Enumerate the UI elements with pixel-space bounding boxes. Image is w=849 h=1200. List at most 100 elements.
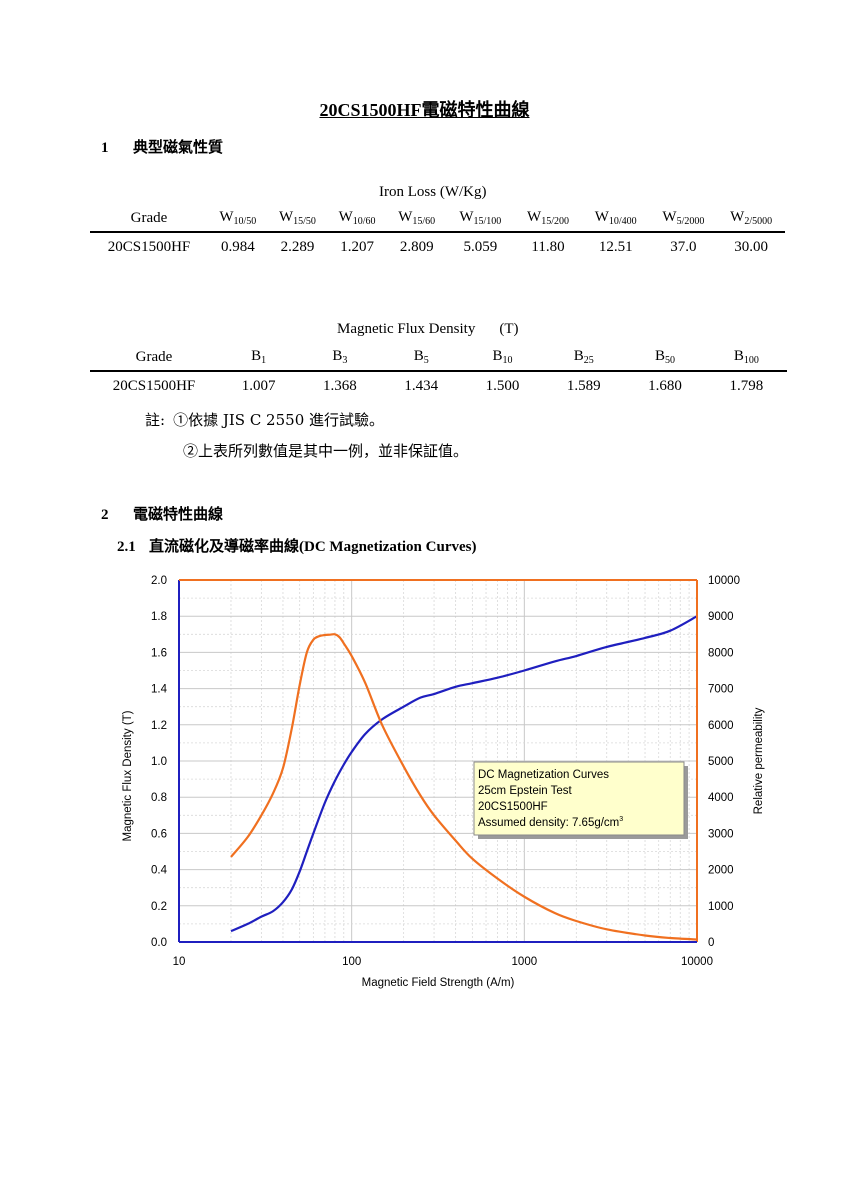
y2-tick-label: 3000 (708, 828, 734, 840)
flux-density-unit: (T) (499, 321, 519, 337)
y2-tick-label: 7000 (708, 684, 734, 696)
value-cell: 1.007 (241, 377, 276, 394)
column-header: W15/50 (278, 209, 316, 227)
x-tick-label: 1000 (512, 956, 538, 968)
iron-loss-data-row: 20CS1500HF 0.984 2.289 1.207 2.809 5.059 11.80… (90, 232, 785, 261)
y2-tick-label: 0 (708, 937, 714, 949)
y-tick-label: 0.2 (151, 901, 167, 913)
value-cell: 1.207 (340, 238, 374, 255)
y2-tick-label: 1000 (708, 901, 734, 913)
annotation-line: DC Magnetization Curves (478, 769, 609, 781)
y-tick-label: 1.8 (151, 611, 167, 623)
annotation-line: 25cm Epstein Test (478, 785, 573, 797)
value-cell: 0.984 (220, 238, 255, 255)
x-tick-label: 10 (173, 956, 186, 968)
grade-cell: 20CS1500HF (112, 377, 196, 394)
annotation-line: 20CS1500HF (478, 801, 548, 813)
y2-tick-label: 6000 (708, 720, 734, 732)
grade-header: Grade (135, 348, 173, 365)
value-cell: 1.434 (404, 377, 439, 394)
annotation-superscript: 3 (619, 816, 623, 823)
column-header: B1 (251, 348, 267, 366)
dc-magnetization-chart: 0.0 0.2 0.4 0.6 0.8 1.0 1.2 1.4 1.6 1.8 2.0 0 1000 20… (122, 575, 765, 989)
y2-tick-label: 10000 (708, 575, 740, 587)
value-cell: 2.809 (399, 238, 434, 255)
column-header: B5 (413, 348, 429, 366)
flux-density-caption: Magnetic Flux Density (T) (337, 321, 518, 338)
section-2-1-heading: 2.1 直流磁化及導磁率曲線(DC Magnetization Curves) (117, 535, 476, 556)
note-2: ②上表所列數值是其中一例，並非保証值。 (183, 440, 468, 461)
chart-axes: 0.0 0.2 0.4 0.6 0.8 1.0 1.2 1.4 1.6 1.8 2.0 0 1000 20… (122, 575, 765, 989)
value-cell: 5.059 (463, 238, 498, 255)
y-tick-label: 1.6 (151, 647, 167, 659)
value-cell: 12.51 (598, 238, 633, 255)
grade-header: Grade (130, 209, 168, 226)
x-tick-label: 10000 (681, 956, 713, 968)
column-header: B25 (573, 348, 594, 366)
value-cell: 1.368 (323, 377, 357, 394)
y2-tick-label: 8000 (708, 647, 734, 659)
value-cell: 37.0 (670, 238, 697, 255)
column-header: W15/60 (398, 209, 436, 227)
x-axis-label: Magnetic Field Strength (A/m) (362, 977, 515, 989)
grade-cell: 20CS1500HF (107, 238, 191, 255)
y-tick-label: 2.0 (151, 575, 167, 587)
value-cell: 1.680 (648, 377, 682, 394)
column-header: W15/200 (527, 209, 569, 227)
y-tick-label: 1.2 (151, 720, 167, 732)
y-tick-label: 1.4 (151, 684, 168, 696)
iron-loss-header-row: Grade W10/50 W15/50 W10/60 W15/60 W15/100 W15/… (90, 205, 785, 232)
chart-grid (178, 580, 697, 942)
chart-series (230, 615, 698, 941)
value-cell: 1.589 (566, 377, 601, 394)
section-2-number: 2 (101, 507, 109, 523)
iron-loss-caption: Iron Loss (W/Kg) (379, 184, 487, 200)
y-tick-label: 0.4 (151, 865, 168, 877)
x-tick-label: 100 (342, 956, 361, 968)
annotation-line: Assumed density: 7.65g/cm3 (478, 816, 623, 829)
value-cell: 1.798 (729, 377, 764, 394)
section-2-title: 電磁特性曲線 (133, 507, 224, 523)
column-header: W15/100 (459, 209, 502, 227)
y-axis-label: Magnetic Flux Density (T) (122, 710, 134, 841)
y-tick-label: 0.8 (151, 792, 167, 804)
column-header: W2/5000 (730, 209, 773, 227)
column-header: W10/400 (594, 209, 637, 227)
section-2-heading: 2 電磁特性曲線 (101, 503, 223, 524)
section-1-number: 1 (101, 140, 109, 156)
column-header: B3 (332, 348, 348, 366)
column-header: B50 (655, 348, 676, 366)
section-1-title: 典型磁氣性質 (133, 140, 224, 156)
column-header: B10 (492, 348, 513, 366)
y2-tick-label: 9000 (708, 611, 734, 623)
value-cell: 2.289 (280, 238, 315, 255)
section-2-1-number: 2.1 (117, 539, 136, 555)
section-1-heading: 1 典型磁氣性質 (101, 136, 223, 157)
flux-density-table: Grade B1 B3 B5 B10 B25 B50 B100 20CS1500HF 1.007… (90, 344, 787, 400)
y2-tick-label: 5000 (708, 756, 734, 768)
annotation-box (473, 761, 685, 836)
page-title: 20CS1500HF電磁特性曲線 (319, 100, 530, 120)
flux-density-data-row: 20CS1500HF 1.007 1.368 1.434 1.500 1.589 1.680… (90, 371, 787, 400)
value-cell: 11.80 (531, 238, 565, 255)
chart-annotation: DC Magnetization Curves 25cm Epstein Test… (473, 761, 688, 839)
column-header: W10/50 (219, 209, 257, 227)
flux-density-header-row: Grade B1 B3 B5 B10 B25 B50 B100 (90, 344, 787, 371)
note-1: 註: ①依據 JIS C 2550 進行試驗。 (145, 409, 384, 430)
note-item-1: ①依據 JIS C 2550 進行試驗。 (173, 411, 385, 429)
section-2-1-title: 直流磁化及導磁率曲線(DC Magnetization Curves) (149, 539, 477, 555)
y-tick-label: 0.0 (151, 937, 167, 949)
column-header: W10/60 (338, 209, 376, 227)
y-tick-label: 1.0 (151, 756, 167, 768)
value-cell: 1.500 (485, 377, 520, 394)
note-prefix: 註: (145, 411, 166, 429)
y2-tick-label: 4000 (708, 792, 734, 804)
permeability-series-line (230, 633, 698, 941)
column-header: W5/2000 (662, 209, 705, 227)
y2-axis-label: Relative permeability (753, 707, 765, 814)
column-header: B100 (733, 348, 759, 366)
y2-tick-label: 2000 (708, 865, 734, 877)
note-item-2: ②上表所列數值是其中一例，並非保証值。 (183, 442, 469, 460)
y-tick-label: 0.6 (151, 828, 167, 840)
flux-density-series-line (230, 615, 698, 933)
